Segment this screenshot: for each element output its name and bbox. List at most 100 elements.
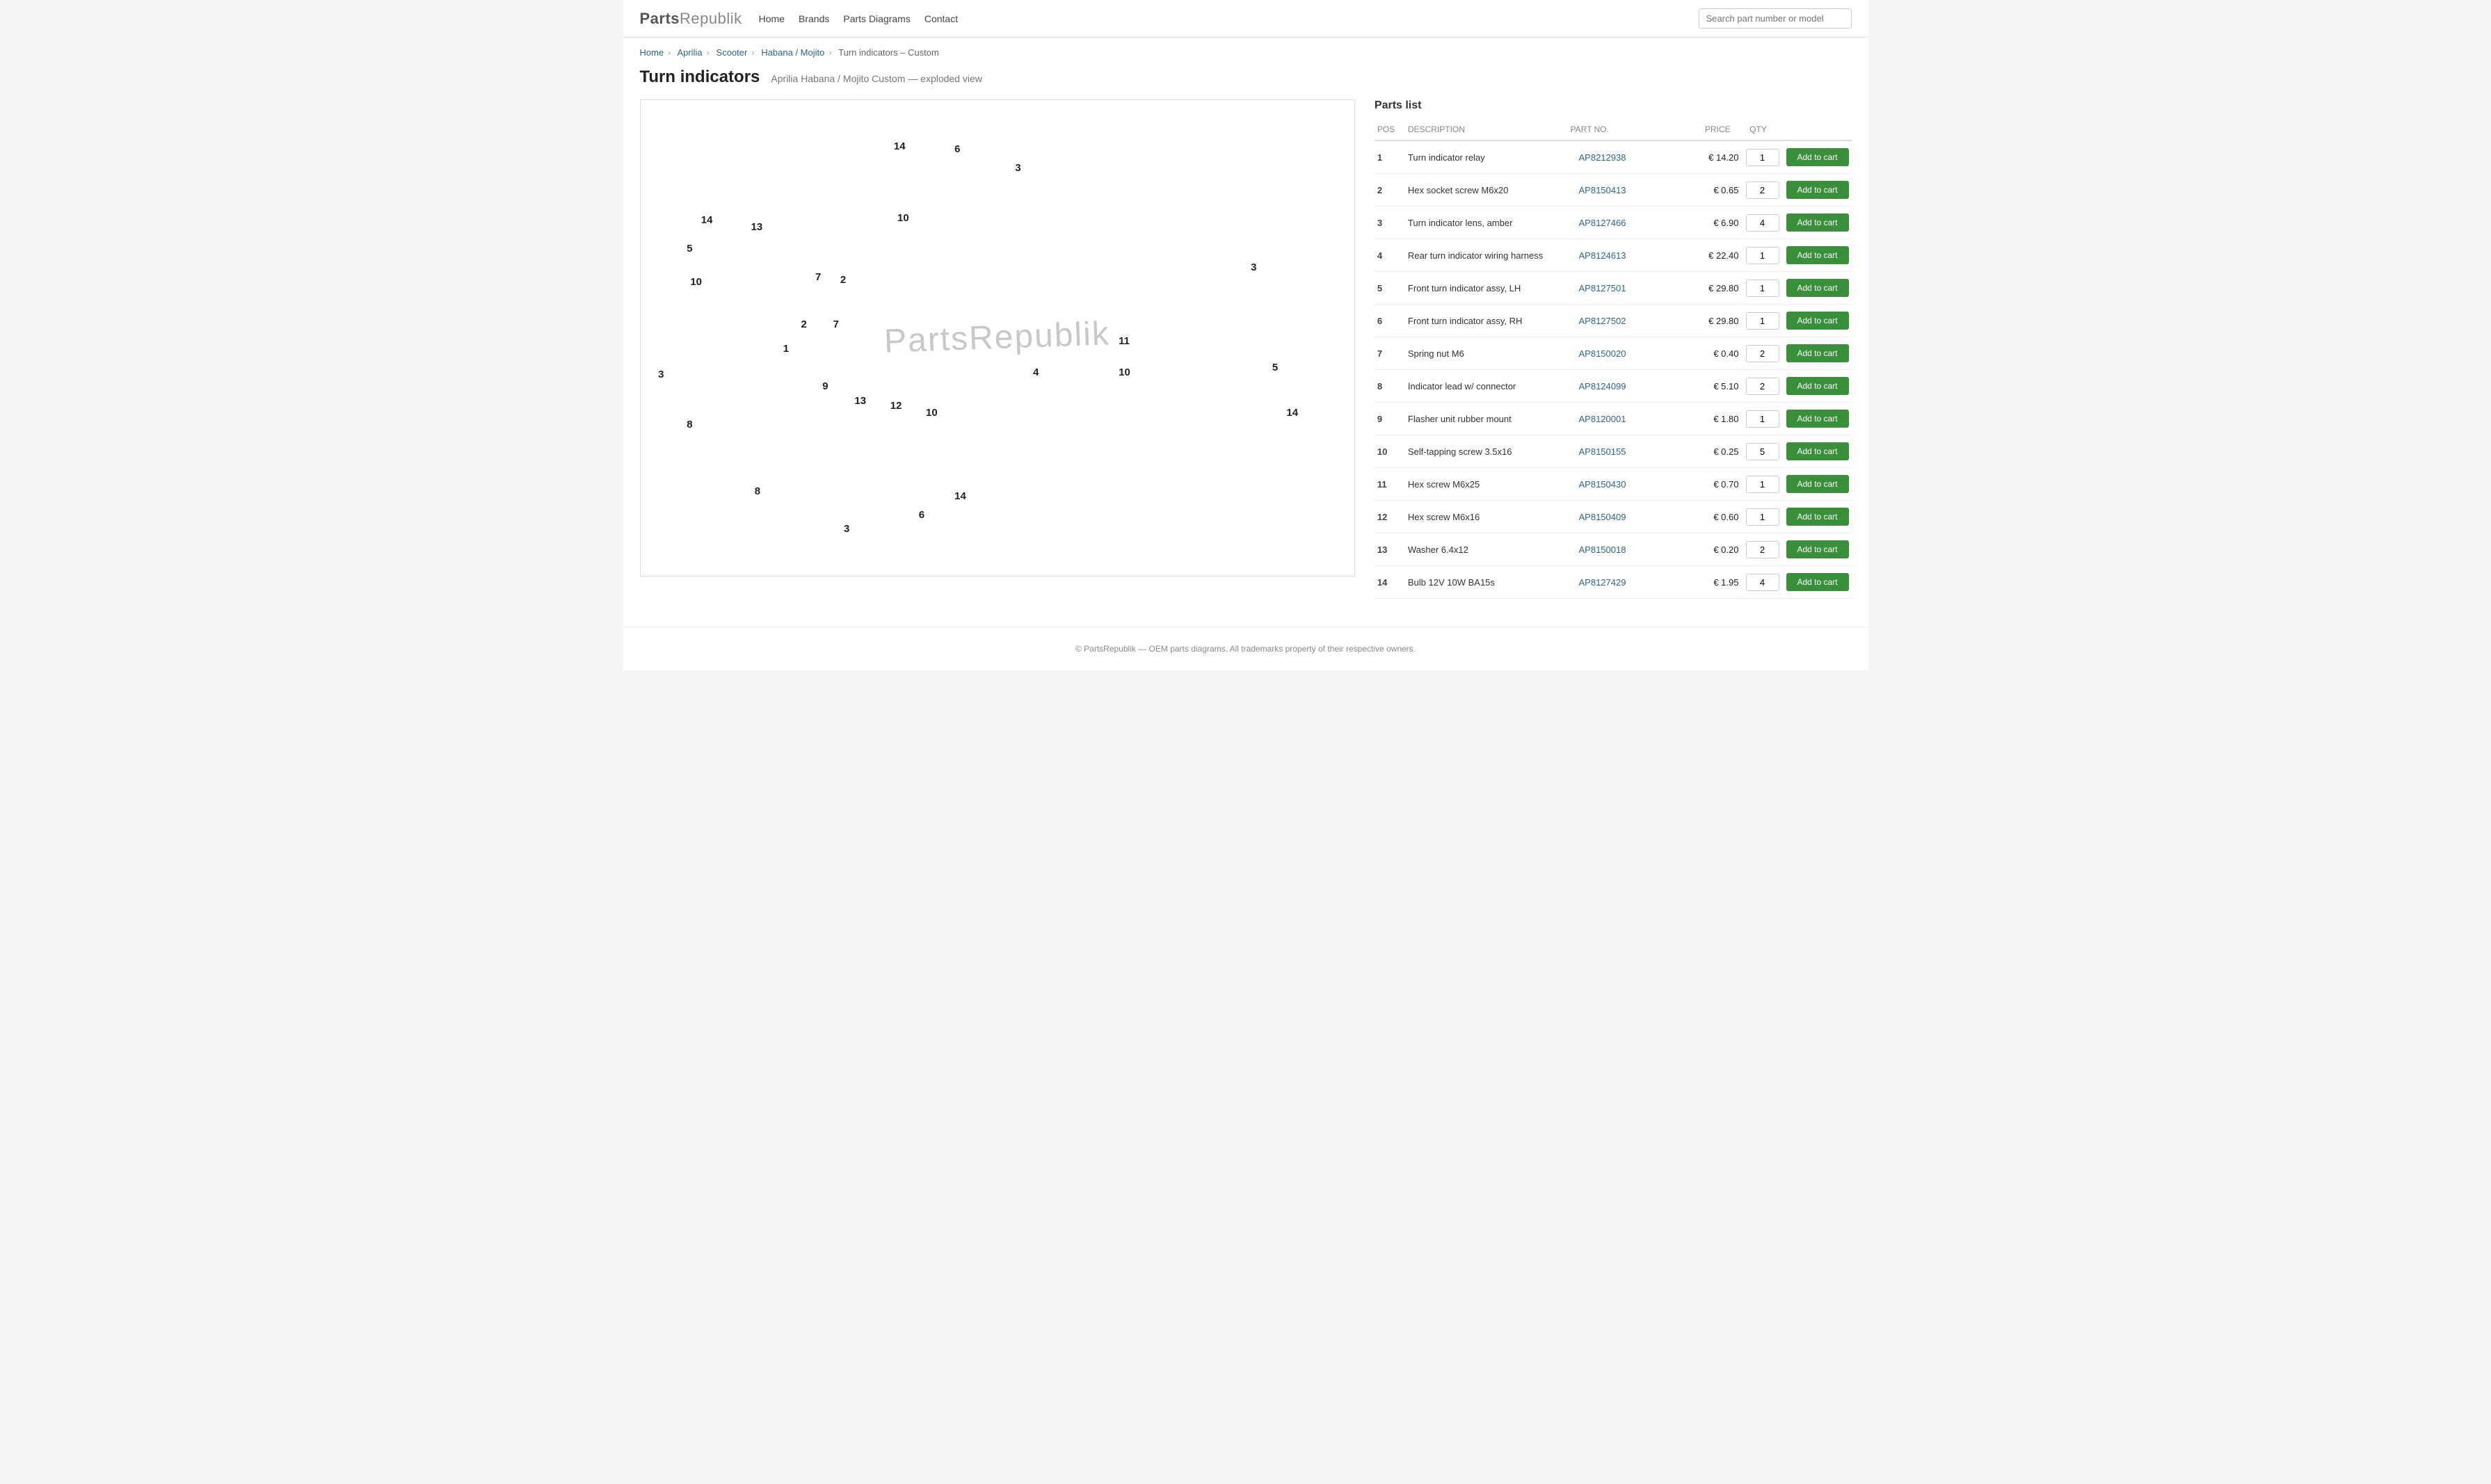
callout-2[interactable]: 2 bbox=[840, 274, 846, 286]
callout-13[interactable]: 13 bbox=[854, 395, 866, 407]
callout-9[interactable]: 9 bbox=[822, 380, 828, 392]
callout-7[interactable]: 7 bbox=[833, 318, 839, 330]
add-to-cart-button[interactable]: Add to cart bbox=[1786, 508, 1849, 526]
part-number[interactable]: AP8212938 bbox=[1579, 152, 1676, 163]
part-number[interactable]: AP8150413 bbox=[1579, 185, 1676, 195]
add-to-cart-button[interactable]: Add to cart bbox=[1786, 377, 1849, 395]
part-number[interactable]: AP8124099 bbox=[1579, 381, 1676, 392]
exploded-diagram[interactable]: PartsRepublik 14631031110514414513107227… bbox=[640, 99, 1355, 576]
callout-5[interactable]: 5 bbox=[687, 243, 692, 255]
part-row: 11Hex screw M6x25AP8150430€ 0.70Add to c… bbox=[1375, 468, 1852, 501]
col-desc: Description bbox=[1408, 124, 1564, 134]
part-number[interactable]: AP8124613 bbox=[1579, 250, 1676, 261]
part-number[interactable]: AP8150409 bbox=[1579, 512, 1676, 522]
add-to-cart-button[interactable]: Add to cart bbox=[1786, 344, 1849, 362]
qty-input[interactable] bbox=[1746, 574, 1779, 591]
callout-1[interactable]: 1 bbox=[783, 343, 789, 355]
add-to-cart-button[interactable]: Add to cart bbox=[1786, 181, 1849, 199]
search-wrap bbox=[1699, 8, 1852, 29]
qty-input[interactable] bbox=[1746, 312, 1779, 330]
part-number[interactable]: AP8150430 bbox=[1579, 479, 1676, 490]
crumb-model[interactable]: Habana / Mojito bbox=[761, 47, 824, 58]
nav-link-home[interactable]: Home bbox=[759, 13, 785, 24]
add-to-cart-button[interactable]: Add to cart bbox=[1786, 540, 1849, 558]
callout-5[interactable]: 5 bbox=[1272, 362, 1278, 373]
part-number[interactable]: AP8150018 bbox=[1579, 545, 1676, 555]
add-to-cart-button[interactable]: Add to cart bbox=[1786, 246, 1849, 264]
part-desc: Flasher unit rubber mount bbox=[1408, 414, 1572, 424]
part-pos: 9 bbox=[1377, 414, 1401, 424]
part-number[interactable]: AP8127502 bbox=[1579, 316, 1676, 326]
part-price: € 0.70 bbox=[1683, 479, 1739, 490]
qty-input[interactable] bbox=[1746, 541, 1779, 558]
qty-input[interactable] bbox=[1746, 476, 1779, 493]
callout-12[interactable]: 12 bbox=[890, 400, 902, 412]
diagram-column: PartsRepublik 14631031110514414513107227… bbox=[640, 99, 1355, 599]
part-number[interactable]: AP8120001 bbox=[1579, 414, 1676, 424]
callout-3[interactable]: 3 bbox=[658, 369, 664, 380]
part-number[interactable]: AP8127466 bbox=[1579, 218, 1676, 228]
callout-14[interactable]: 14 bbox=[1286, 407, 1298, 419]
callout-14[interactable]: 14 bbox=[701, 214, 713, 226]
part-row: 5Front turn indicator assy, LHAP8127501€… bbox=[1375, 272, 1852, 305]
callout-8[interactable]: 8 bbox=[687, 419, 692, 430]
callout-6[interactable]: 6 bbox=[954, 143, 960, 155]
qty-input[interactable] bbox=[1746, 508, 1779, 526]
crumb-home[interactable]: Home bbox=[640, 47, 664, 58]
part-number[interactable]: AP8127501 bbox=[1579, 283, 1676, 293]
add-to-cart-button[interactable]: Add to cart bbox=[1786, 312, 1849, 330]
part-number[interactable]: AP8150155 bbox=[1579, 446, 1676, 457]
crumb-cat[interactable]: Scooter bbox=[716, 47, 748, 58]
callout-14[interactable]: 14 bbox=[954, 490, 966, 502]
add-to-cart-button[interactable]: Add to cart bbox=[1786, 148, 1849, 166]
qty-input[interactable] bbox=[1746, 214, 1779, 232]
part-price: € 0.60 bbox=[1683, 512, 1739, 522]
callout-14[interactable]: 14 bbox=[894, 140, 906, 152]
callout-10[interactable]: 10 bbox=[926, 407, 938, 419]
part-row: 7Spring nut M6AP8150020€ 0.40Add to cart bbox=[1375, 337, 1852, 370]
qty-input[interactable] bbox=[1746, 247, 1779, 264]
part-pos: 2 bbox=[1377, 185, 1401, 195]
part-number[interactable]: AP8127429 bbox=[1579, 577, 1676, 588]
part-desc: Front turn indicator assy, LH bbox=[1408, 283, 1572, 293]
qty-input[interactable] bbox=[1746, 410, 1779, 428]
add-to-cart-button[interactable]: Add to cart bbox=[1786, 410, 1849, 428]
callout-6[interactable]: 6 bbox=[919, 509, 924, 521]
nav-link-brands[interactable]: Brands bbox=[799, 13, 829, 24]
qty-input[interactable] bbox=[1746, 280, 1779, 297]
crumb-sep: › bbox=[668, 47, 671, 58]
callout-10[interactable]: 10 bbox=[1119, 366, 1130, 378]
part-pos: 7 bbox=[1377, 348, 1401, 359]
callout-7[interactable]: 7 bbox=[815, 271, 821, 283]
callout-10[interactable]: 10 bbox=[897, 212, 909, 224]
callout-4[interactable]: 4 bbox=[1033, 366, 1039, 378]
nav-link-diagrams[interactable]: Parts Diagrams bbox=[843, 13, 910, 24]
callout-3[interactable]: 3 bbox=[844, 523, 849, 535]
qty-input[interactable] bbox=[1746, 443, 1779, 460]
callout-2[interactable]: 2 bbox=[801, 318, 806, 330]
search-input[interactable] bbox=[1699, 8, 1852, 29]
callout-10[interactable]: 10 bbox=[690, 276, 702, 288]
qty-input[interactable] bbox=[1746, 378, 1779, 395]
qty-input[interactable] bbox=[1746, 149, 1779, 166]
part-desc: Washer 6.4x12 bbox=[1408, 545, 1572, 555]
site-logo[interactable]: PartsRepublik bbox=[640, 10, 742, 28]
qty-input[interactable] bbox=[1746, 182, 1779, 199]
primary-nav: Home Brands Parts Diagrams Contact bbox=[759, 13, 958, 24]
add-to-cart-button[interactable]: Add to cart bbox=[1786, 442, 1849, 460]
callout-8[interactable]: 8 bbox=[755, 485, 760, 497]
nav-link-contact[interactable]: Contact bbox=[924, 13, 958, 24]
crumb-brand[interactable]: Aprilia bbox=[677, 47, 702, 58]
part-row: 4Rear turn indicator wiring harnessAP812… bbox=[1375, 239, 1852, 272]
callout-13[interactable]: 13 bbox=[751, 221, 763, 233]
add-to-cart-button[interactable]: Add to cart bbox=[1786, 213, 1849, 232]
callout-3[interactable]: 3 bbox=[1015, 162, 1020, 174]
add-to-cart-button[interactable]: Add to cart bbox=[1786, 279, 1849, 297]
add-to-cart-button[interactable]: Add to cart bbox=[1786, 573, 1849, 591]
qty-input[interactable] bbox=[1746, 345, 1779, 362]
part-desc: Hex socket screw M6x20 bbox=[1408, 185, 1572, 195]
part-number[interactable]: AP8150020 bbox=[1579, 348, 1676, 359]
callout-3[interactable]: 3 bbox=[1251, 261, 1256, 273]
add-to-cart-button[interactable]: Add to cart bbox=[1786, 475, 1849, 493]
callout-11[interactable]: 11 bbox=[1119, 335, 1130, 347]
